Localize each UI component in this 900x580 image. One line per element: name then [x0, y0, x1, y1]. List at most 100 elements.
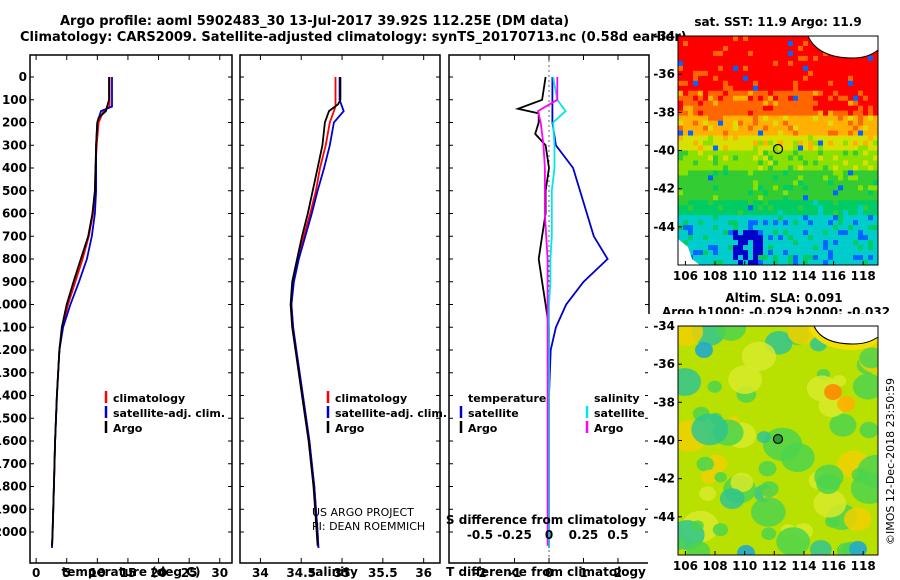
sst-cell	[848, 110, 854, 116]
sst-cell	[703, 250, 709, 256]
sst-cell	[843, 190, 849, 196]
sla-anomaly	[751, 497, 786, 527]
sst-cell	[738, 45, 744, 52]
sst-cell	[863, 190, 869, 196]
sst-cell	[758, 85, 764, 92]
sst-cell	[858, 90, 864, 97]
sst-cell	[748, 220, 754, 226]
sst-cell	[723, 36, 729, 42]
sla-anomaly	[843, 507, 872, 531]
sst-cell	[788, 125, 794, 131]
sla-anomaly	[761, 527, 777, 540]
sst-cell	[863, 60, 869, 67]
legend-argo: Argo	[335, 422, 365, 435]
sst-cell	[758, 240, 764, 246]
sst-cell	[803, 230, 809, 236]
legend-t-satellite: satellite	[468, 407, 519, 420]
sst-cell	[678, 225, 684, 231]
sst-cell	[843, 240, 849, 246]
sst-cell	[863, 220, 869, 226]
lon-tick-label: 110	[732, 269, 757, 283]
sst-cell	[723, 130, 729, 136]
sst-cell	[723, 45, 729, 52]
sst-cell	[698, 125, 704, 131]
sst-cell	[703, 50, 709, 57]
sst-cell	[798, 110, 804, 116]
sst-cell	[718, 235, 724, 241]
sst-cell	[823, 105, 829, 111]
sst-cell	[718, 115, 724, 121]
sst-cell	[763, 140, 769, 146]
sst-cell	[713, 85, 719, 92]
sst-cell	[753, 165, 759, 171]
legend-satellite: satellite-adj. clim.	[335, 407, 447, 420]
sla-anomaly	[695, 342, 713, 358]
sst-cell	[753, 115, 759, 121]
sst-cell	[698, 95, 704, 102]
depth-tick-label: 1400	[0, 389, 27, 403]
sst-cell	[818, 235, 824, 241]
sst-cell	[718, 60, 724, 67]
sst-cell	[873, 95, 879, 102]
sst-cell	[698, 160, 704, 166]
sst-cell	[803, 170, 809, 176]
sst-cell	[768, 255, 774, 261]
sst-cell	[763, 155, 769, 161]
sst-cell	[758, 170, 764, 176]
sla-anomaly	[859, 421, 879, 439]
sst-cell	[803, 60, 809, 67]
sst-cell	[848, 100, 854, 106]
sst-cell	[788, 225, 794, 231]
sst-cell	[763, 125, 769, 131]
sst-cell	[868, 95, 874, 102]
sst-cell	[733, 75, 739, 82]
lat-tick-label: -36	[653, 67, 675, 81]
sst-cell	[773, 240, 779, 246]
sst-cell	[793, 190, 799, 196]
sst-cell	[713, 140, 719, 146]
sst-cell	[833, 60, 839, 67]
lat-tick-label: -42	[653, 472, 675, 486]
sst-cell	[708, 75, 714, 82]
sst-cell	[748, 165, 754, 171]
sst-cell	[768, 130, 774, 136]
sst-cell	[693, 145, 699, 151]
sst-cell	[798, 230, 804, 236]
sst-cell	[738, 210, 744, 216]
sst-cell	[858, 240, 864, 246]
sst-cell	[723, 165, 729, 171]
sst-cell	[783, 160, 789, 166]
sst-cell	[803, 215, 809, 221]
sst-cell	[678, 190, 684, 196]
sst-cell	[738, 110, 744, 116]
sst-cell	[698, 165, 704, 171]
sst-cell	[748, 125, 754, 131]
sst-cell	[873, 250, 879, 256]
sst-cell	[703, 205, 709, 211]
sst-cell	[768, 175, 774, 181]
sst-cell	[763, 195, 769, 201]
sst-cell	[733, 130, 739, 136]
sst-cell	[788, 36, 794, 42]
sst-cell	[688, 130, 694, 136]
sst-cell	[723, 105, 729, 111]
sst-cell	[858, 100, 864, 106]
sst-cell	[738, 195, 744, 201]
sst-cell	[863, 125, 869, 131]
sst-cell	[698, 65, 704, 72]
sst-cell	[783, 50, 789, 57]
sst-cell	[868, 160, 874, 166]
t-difference-label: T difference from climatology	[446, 565, 646, 579]
sst-cell	[723, 170, 729, 176]
sst-cell	[718, 110, 724, 116]
lon-tick-label: 108	[703, 559, 728, 573]
sst-cell	[778, 180, 784, 186]
sst-cell	[828, 100, 834, 106]
sst-cell	[758, 105, 764, 111]
sst-cell	[803, 105, 809, 111]
sst-cell	[833, 125, 839, 131]
sst-cell	[788, 145, 794, 151]
sst-cell	[738, 85, 744, 92]
sst-cell	[758, 245, 764, 251]
sst-cell	[678, 40, 684, 47]
